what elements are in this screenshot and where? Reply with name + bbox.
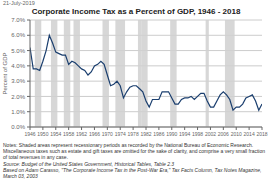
- svg-text:1950: 1950: [37, 131, 48, 137]
- svg-text:2.0%: 2.0%: [11, 94, 25, 100]
- svg-text:7.0%: 7.0%: [11, 17, 25, 23]
- svg-text:1974: 1974: [115, 131, 126, 137]
- svg-text:2014: 2014: [244, 131, 255, 137]
- svg-text:1946: 1946: [24, 131, 35, 137]
- html-text:21-July-2019: 21-July-2019: [3, 0, 35, 6]
- svg-text:1990: 1990: [166, 131, 177, 137]
- svg-text:1962: 1962: [76, 131, 87, 137]
- svg-text:3.0%: 3.0%: [11, 78, 25, 84]
- svg-text:1982: 1982: [140, 131, 151, 137]
- svg-text:1970: 1970: [102, 131, 113, 137]
- svg-text:1966: 1966: [89, 131, 100, 137]
- html-text:Source: Budget of the United S: Source: Budget of the United States Gove…: [3, 161, 175, 167]
- svg-text:1994: 1994: [179, 131, 190, 137]
- html-text:Corporate Income Tax as a Perc: Corporate Income Tax as a Percent of GDP…: [31, 7, 241, 16]
- svg-text:1998: 1998: [192, 131, 203, 137]
- html-text:Notes: Shaded areas represent: Notes: Shaded areas represent recessiona…: [3, 142, 265, 160]
- svg-text:0.0%: 0.0%: [11, 124, 25, 130]
- svg-text:1954: 1954: [50, 131, 61, 137]
- svg-text:5.0%: 5.0%: [11, 48, 25, 54]
- svg-text:6.0%: 6.0%: [11, 32, 25, 38]
- svg-text:2002: 2002: [205, 131, 216, 137]
- svg-text:2010: 2010: [231, 131, 242, 137]
- svg-text:1958: 1958: [63, 131, 74, 137]
- svg-text:1978: 1978: [128, 131, 139, 137]
- svg-text:2018: 2018: [256, 131, 264, 137]
- html-text:Based on Adam Carasso, "The Co: Based on Adam Carasso, "The Corporate In…: [3, 167, 262, 179]
- svg-text:4.0%: 4.0%: [11, 63, 25, 69]
- svg-text:1986: 1986: [153, 131, 164, 137]
- svg-text:2006: 2006: [218, 131, 229, 137]
- svg-text:1.0%: 1.0%: [11, 109, 25, 115]
